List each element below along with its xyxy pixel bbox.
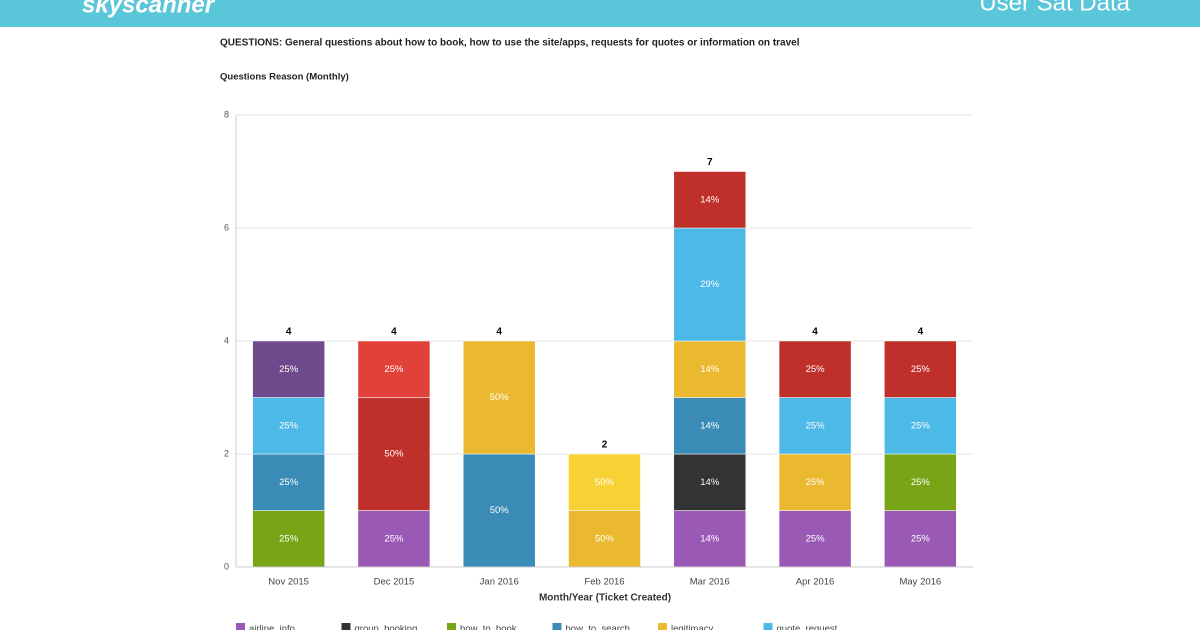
- segment-label: 14%: [700, 364, 720, 375]
- total-label: 4: [391, 327, 397, 338]
- legend-label: how_to_search: [566, 624, 630, 630]
- total-label: 4: [812, 327, 818, 338]
- bar-segment: [462, 453, 536, 568]
- legend-label: group_booking: [355, 624, 418, 630]
- x-tick-label: Feb 2016: [584, 577, 624, 588]
- legend-label: legitimacy: [671, 624, 713, 630]
- y-tick-label: 8: [224, 109, 229, 119]
- segment-label: 25%: [806, 477, 826, 488]
- bar-segment: [252, 510, 325, 568]
- legend-swatch: [552, 623, 562, 630]
- bar-segment: [357, 397, 431, 511]
- segment-label: 25%: [384, 533, 404, 544]
- x-tick-label: May 2016: [899, 577, 941, 588]
- bar-segment: [673, 510, 747, 568]
- logo: skyscanner: [82, 0, 216, 18]
- total-label: 4: [496, 327, 502, 338]
- segment-label: 25%: [279, 364, 299, 375]
- bar-segment: [778, 453, 852, 511]
- segment-label: 25%: [279, 533, 299, 544]
- bar-segment: [252, 453, 325, 511]
- bar-segment: [778, 397, 852, 455]
- segment-label: 50%: [384, 449, 404, 460]
- bar-segment: [884, 453, 957, 511]
- total-label: 2: [602, 440, 608, 451]
- segment-label: 25%: [911, 477, 931, 488]
- x-axis-title: Month/Year (Ticket Created): [539, 593, 671, 604]
- segment-label: 25%: [279, 420, 299, 431]
- legend-swatch: [447, 623, 456, 630]
- segment-label: 14%: [700, 477, 720, 488]
- bar-segment: [673, 453, 747, 511]
- segment-label: 25%: [384, 364, 404, 375]
- legend-swatch: [236, 623, 245, 630]
- segment-label: 14%: [700, 533, 720, 544]
- legend-swatch: [763, 623, 773, 630]
- bar-segment: [884, 397, 957, 455]
- bar-segment: [884, 510, 957, 568]
- legend-swatch: [658, 623, 667, 630]
- bar-segment: [778, 510, 852, 568]
- chart-title: QUESTIONS: General questions about how t…: [220, 38, 800, 49]
- bar-segment: [252, 340, 325, 398]
- total-label: 4: [918, 327, 924, 338]
- bar-segment: [357, 340, 431, 398]
- chart-subtitle: Questions Reason (Monthly): [220, 72, 349, 83]
- slide-title: User Sat Data: [979, 0, 1130, 16]
- y-tick-label: 0: [224, 561, 229, 571]
- segment-label: 50%: [490, 392, 510, 403]
- total-label: 4: [286, 327, 292, 338]
- bar-segment: [673, 171, 747, 229]
- bar-segment: [568, 453, 641, 511]
- segment-label: 50%: [490, 505, 510, 516]
- bar-segment: [462, 340, 536, 455]
- x-tick-label: Mar 2016: [690, 577, 730, 588]
- bar-segment: [673, 340, 747, 398]
- y-tick-label: 4: [224, 335, 229, 345]
- bar-segment: [778, 340, 852, 398]
- segment-label: 25%: [911, 364, 931, 375]
- legend-label: airline_info: [249, 624, 295, 630]
- segment-label: 25%: [806, 364, 826, 375]
- bar-segment: [884, 340, 957, 398]
- segment-label: 25%: [279, 477, 299, 488]
- bar-segment: [673, 397, 747, 455]
- segment-label: 50%: [595, 477, 615, 488]
- x-tick-label: Nov 2015: [268, 577, 309, 588]
- total-label: 7: [707, 157, 713, 168]
- segment-label: 50%: [595, 533, 615, 544]
- segment-label: 14%: [700, 194, 720, 205]
- y-tick-label: 6: [224, 222, 229, 232]
- legend-swatch: [341, 623, 351, 630]
- x-tick-label: Apr 2016: [796, 577, 835, 588]
- bar-segment: [252, 397, 325, 455]
- legend-label: how_to_book: [460, 624, 517, 630]
- segment-label: 25%: [806, 533, 826, 544]
- bar-segment: [673, 227, 747, 342]
- x-tick-label: Dec 2015: [374, 577, 415, 588]
- segment-label: 29%: [700, 279, 720, 290]
- header-bar: [0, 0, 1200, 27]
- segment-label: 25%: [911, 420, 931, 431]
- segment-label: 25%: [806, 420, 826, 431]
- y-tick-label: 2: [224, 448, 229, 458]
- bar-segment: [568, 510, 641, 568]
- x-tick-label: Jan 2016: [480, 577, 519, 588]
- segment-label: 25%: [911, 533, 931, 544]
- legend-label: quote_request: [777, 624, 838, 630]
- segment-label: 14%: [700, 420, 720, 431]
